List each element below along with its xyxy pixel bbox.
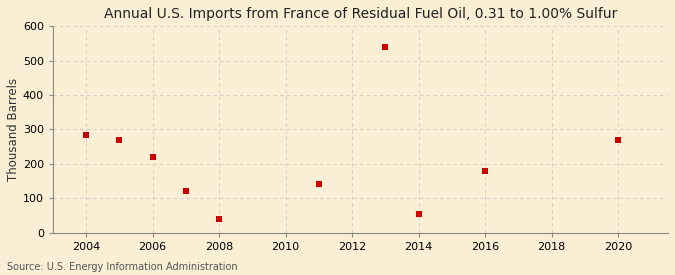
Point — [81, 132, 92, 137]
Point — [613, 138, 624, 142]
Point — [480, 169, 491, 173]
Point — [114, 138, 125, 142]
Text: Source: U.S. Energy Information Administration: Source: U.S. Energy Information Administ… — [7, 262, 238, 272]
Point — [147, 155, 158, 159]
Point — [214, 217, 225, 221]
Point — [313, 182, 324, 187]
Y-axis label: Thousand Barrels: Thousand Barrels — [7, 78, 20, 181]
Point — [380, 45, 391, 49]
Point — [413, 211, 424, 216]
Point — [180, 189, 191, 194]
Title: Annual U.S. Imports from France of Residual Fuel Oil, 0.31 to 1.00% Sulfur: Annual U.S. Imports from France of Resid… — [104, 7, 617, 21]
